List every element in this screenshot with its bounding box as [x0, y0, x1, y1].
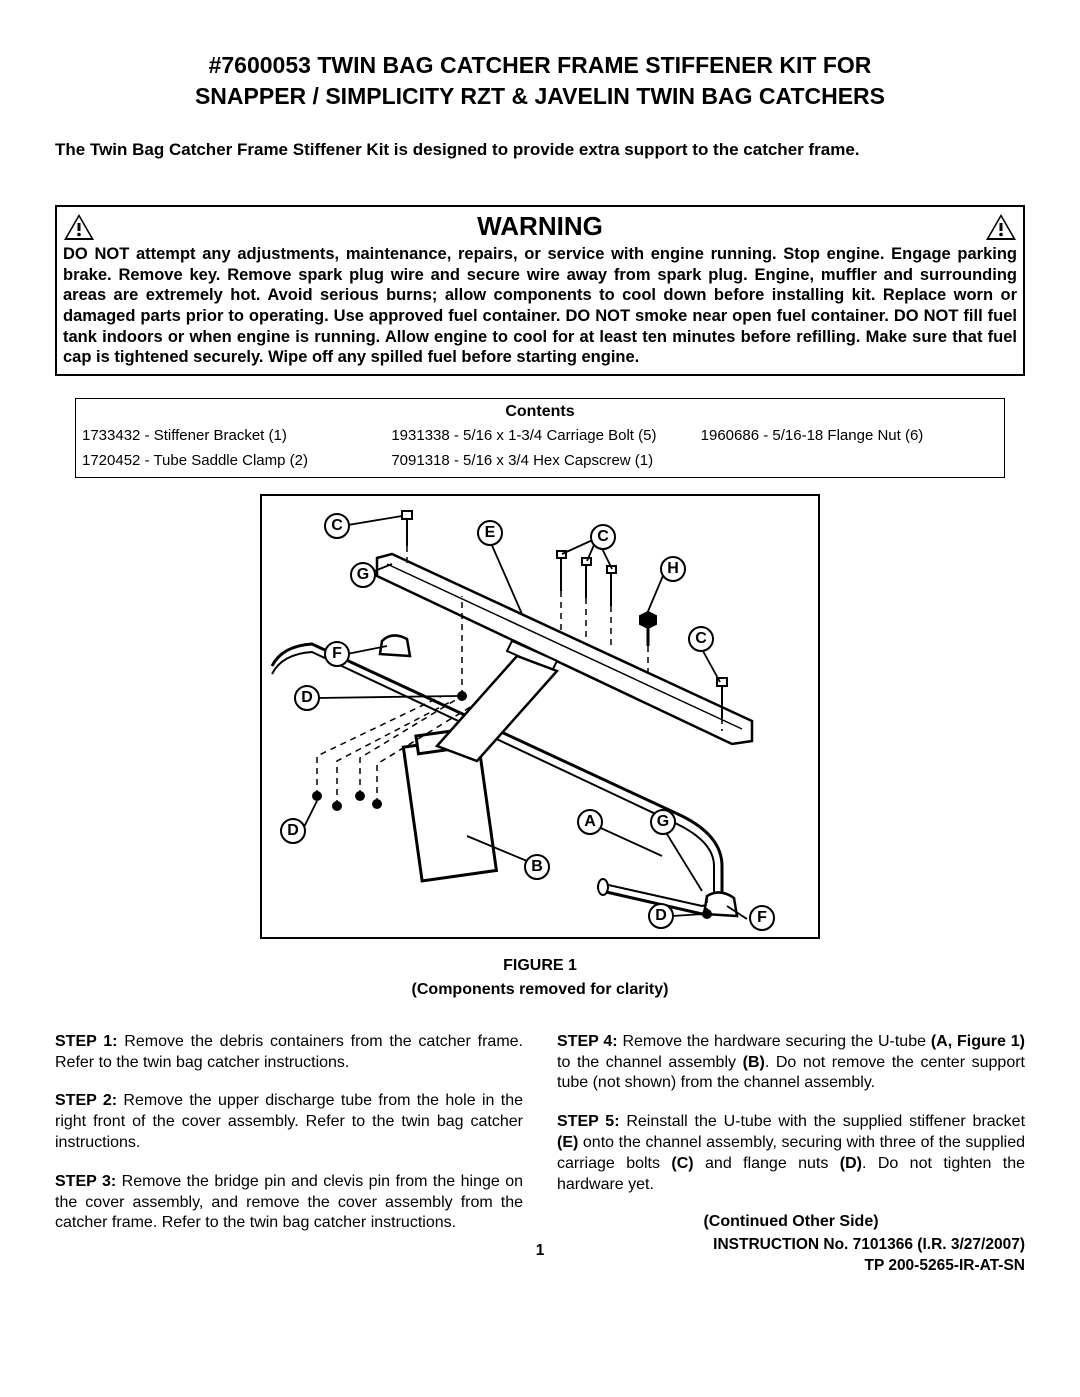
fig-label-a: A — [577, 809, 603, 835]
instruction-number: INSTRUCTION No. 7101366 (I.R. 3/27/2007) — [713, 1236, 1025, 1253]
page-footer: INSTRUCTION No. 7101366 (I.R. 3/27/2007)… — [557, 1235, 1025, 1275]
fig-label-g: G — [350, 562, 376, 588]
contents-item: 1960686 - 5/16-18 Flange Nut (6) — [701, 427, 998, 444]
warning-icon-left — [63, 213, 95, 241]
fig-label-c: C — [688, 626, 714, 652]
contents-item — [701, 452, 998, 469]
fig-label-e: E — [477, 520, 503, 546]
title-line-1: #7600053 TWIN BAG CATCHER FRAME STIFFENE… — [209, 52, 872, 78]
figure-caption: FIGURE 1 (Components removed for clarity… — [55, 954, 1025, 1002]
contents-box: Contents 1733432 - Stiffener Bracket (1)… — [75, 398, 1005, 478]
fig-label-c: C — [324, 513, 350, 539]
figure-container: C E C H G C F D D A G B D F FIGURE 1 (Co… — [55, 488, 1025, 1002]
figure-caption-line2: (Components removed for clarity) — [412, 981, 669, 998]
contents-item: 1931338 - 5/16 x 1-3/4 Carriage Bolt (5) — [391, 427, 688, 444]
step-4: STEP 4: Remove the hardware securing the… — [557, 1032, 1025, 1094]
steps-container: STEP 1: Remove the debris containers fro… — [55, 1032, 1025, 1276]
steps-column-right: STEP 4: Remove the hardware securing the… — [557, 1032, 1025, 1276]
fig-label-b: B — [524, 854, 550, 880]
steps-column-left: STEP 1: Remove the debris containers fro… — [55, 1032, 523, 1276]
warning-title: WARNING — [107, 211, 973, 242]
continued-note: (Continued Other Side) — [557, 1213, 1025, 1231]
fig-label-g: G — [650, 809, 676, 835]
intro-text: The Twin Bag Catcher Frame Stiffener Kit… — [55, 140, 1025, 160]
fig-label-d: D — [648, 903, 674, 929]
step-3: STEP 3: Remove the bridge pin and clevis… — [55, 1172, 523, 1234]
contents-item: 1733432 - Stiffener Bracket (1) — [82, 427, 379, 444]
fig-label-f: F — [749, 905, 775, 931]
figure-caption-line1: FIGURE 1 — [503, 957, 577, 974]
fig-label-d: D — [280, 818, 306, 844]
contents-item: 1720452 - Tube Saddle Clamp (2) — [82, 452, 379, 469]
tp-number: TP 200-5265-IR-AT-SN — [864, 1257, 1025, 1274]
warning-header: WARNING — [63, 211, 1017, 242]
title-line-2: SNAPPER / SIMPLICITY RZT & JAVELIN TWIN … — [195, 83, 885, 109]
step-1: STEP 1: Remove the debris containers fro… — [55, 1032, 523, 1074]
contents-grid: 1733432 - Stiffener Bracket (1) 1931338 … — [82, 427, 998, 469]
step-5: STEP 5: Reinstall the U-tube with the su… — [557, 1112, 1025, 1195]
fig-label-f: F — [324, 641, 350, 667]
warning-body: DO NOT attempt any adjustments, maintena… — [63, 244, 1017, 368]
fig-label-h: H — [660, 556, 686, 582]
fig-label-d: D — [294, 685, 320, 711]
warning-icon-right — [985, 213, 1017, 241]
step-2: STEP 2: Remove the upper discharge tube … — [55, 1091, 523, 1153]
figure-1-diagram: C E C H G C F D D A G B D F — [260, 494, 820, 939]
contents-heading: Contents — [82, 403, 998, 421]
document-title: #7600053 TWIN BAG CATCHER FRAME STIFFENE… — [55, 50, 1025, 112]
contents-item: 7091318 - 5/16 x 3/4 Hex Capscrew (1) — [391, 452, 688, 469]
fig-label-c: C — [590, 524, 616, 550]
warning-box: WARNING DO NOT attempt any adjustments, … — [55, 205, 1025, 376]
